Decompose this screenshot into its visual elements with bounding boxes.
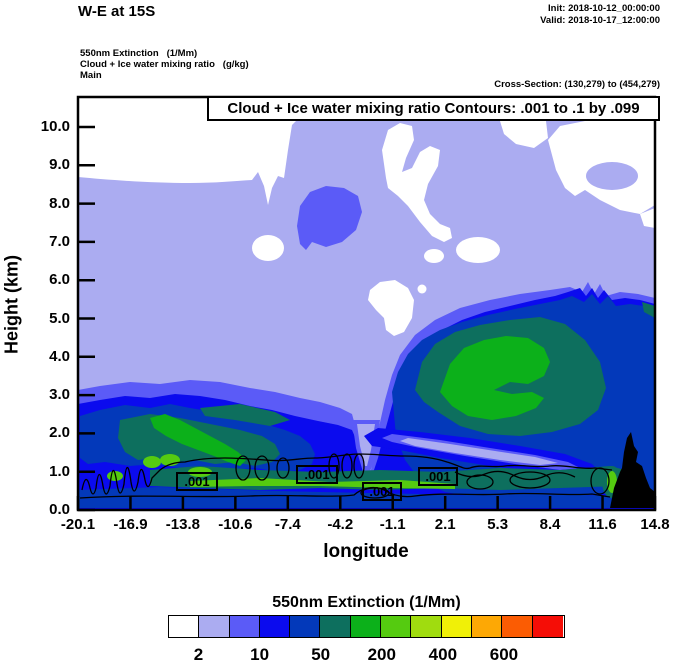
y-tick-label: 0.0 [49, 501, 70, 518]
contour-label: .001 [418, 467, 458, 486]
x-axis-title: longitude [323, 541, 409, 562]
y-tick-label: 6.0 [49, 271, 70, 289]
colorbar-cell [259, 616, 291, 637]
y-tick-label: 3.0 [49, 386, 70, 404]
colorbar-cell [199, 616, 230, 637]
x-tick-label: -7.4 [274, 516, 301, 533]
contour-label: .001 [296, 465, 338, 484]
colorbar-tick-label: 10 [250, 645, 270, 664]
y-tick-label: 4.0 [49, 347, 70, 365]
init-time: Init: 2018-10-12_00:00:00 [548, 3, 660, 14]
valid-time: Valid: 2018-10-17_12:00:00 [540, 14, 660, 26]
colorbar-cell [502, 616, 533, 637]
colorbar-title: 550nm Extinction (1/Mm) [272, 594, 461, 611]
x-tick-label: 5.3 [487, 516, 509, 533]
x-tick-label: 11.6 [588, 516, 617, 533]
y-tick-label: 10.0 [40, 118, 70, 135]
x-tick-label: -20.1 [60, 516, 96, 533]
cross-section-coords: Cross-Section: (130,279) to (454,279) [494, 79, 660, 90]
y-tick-label: 5.0 [49, 309, 70, 327]
colorbar-cell [229, 616, 260, 637]
y-tick-label: 2.0 [49, 424, 70, 442]
x-tick-label: 2.1 [434, 516, 456, 533]
cloud-ice-contour-lines [79, 453, 613, 499]
colorbar-cell [290, 616, 321, 637]
colorbar-cell [169, 616, 200, 637]
page-title: W-E at 15S [78, 3, 156, 20]
y-tick-label: 1.0 [49, 462, 70, 480]
colorbar-cell [381, 616, 412, 637]
x-tick-label: -13.8 [165, 516, 200, 533]
y-tick-label: 8.0 [49, 194, 70, 212]
x-tick-label: -4.2 [327, 516, 354, 533]
colorbar [168, 615, 565, 638]
contour-label: .001 [362, 482, 402, 501]
x-tick-label: -10.6 [218, 516, 253, 533]
contour-info-box: Cloud + Ice water mixing ratio Contours:… [207, 96, 660, 121]
colorbar-tick-label: 400 [428, 645, 458, 664]
colorbar-tick-label: 2 [193, 645, 204, 664]
colorbar-cell [411, 616, 442, 637]
colorbar-cell [350, 616, 382, 637]
x-tick-label: -16.9 [113, 516, 148, 533]
contour-label: .001 [176, 472, 218, 491]
y-tick-label: 7.0 [49, 232, 70, 250]
colorbar-tick-label: 50 [311, 645, 331, 664]
x-tick-label: 14.8 [640, 516, 670, 533]
colorbar-cell [532, 616, 563, 637]
field-list: 550nm Extinction (1/Mm) Cloud + Ice wate… [80, 48, 249, 81]
x-tick-label: 8.4 [539, 516, 561, 533]
colorbar-cell [320, 616, 351, 637]
colorbar-cell [441, 616, 472, 637]
init-valid-times: Init: 2018-10-12_00:00:00 Valid: 2018-10-… [540, 3, 660, 26]
colorbar-cell [471, 616, 503, 637]
colorbar-tick-label: 600 [489, 645, 519, 664]
terrain-silhouette [610, 432, 655, 508]
y-tick-label: 9.0 [49, 156, 70, 174]
colorbar-tick-label: 200 [367, 645, 396, 664]
filled-contours [78, 97, 655, 510]
x-tick-label: -1.1 [379, 516, 406, 533]
